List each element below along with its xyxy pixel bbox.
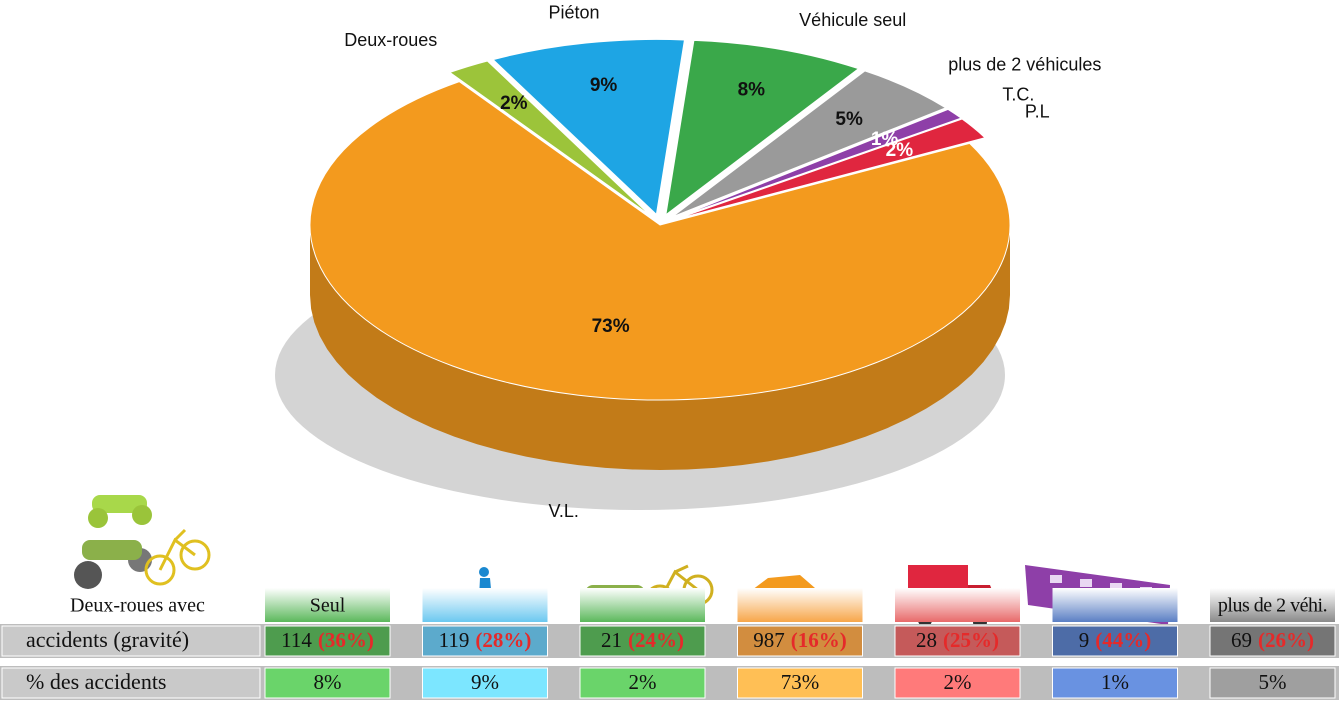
table-cell-text: 2%: [944, 670, 972, 694]
table-cell-text: 69(26%): [1231, 628, 1314, 652]
table: Deux-roues avec Seul plus de 2 véhi. accide…: [0, 588, 1339, 700]
chart: 2% Deux-roues 9% Piéton 8% Véhicule seul 5% plu…: [0, 0, 1339, 724]
header-cell: [1053, 588, 1178, 622]
table-cell-text: 119(28%): [439, 628, 532, 652]
row-label: accidents (gravité): [26, 627, 189, 652]
table-cell-text: 8%: [314, 670, 342, 694]
value-label: 2%: [886, 140, 914, 161]
accident-count: 987: [753, 628, 785, 652]
accident-count: 114: [281, 628, 312, 652]
row-label: % des accidents: [26, 669, 167, 694]
value-label: 9%: [590, 75, 618, 96]
severity-share: (24%): [628, 628, 684, 652]
value-label: 8%: [738, 80, 766, 101]
header-cell: [580, 588, 705, 622]
table-cell-text: 114(36%): [281, 628, 374, 652]
table-cell-text: 5%: [1259, 670, 1287, 694]
page: {"chart_data": {"type": "pie", "categori…: [0, 0, 1339, 724]
table-cell-text: 73%: [781, 670, 820, 694]
header-label: Deux-roues avec: [70, 595, 205, 617]
accident-count: 28: [916, 628, 937, 652]
accident-count: 9: [1079, 628, 1090, 652]
severity-share: (25%): [943, 628, 999, 652]
table-cell-text: 28(25%): [916, 628, 999, 652]
severity-share: (36%): [318, 628, 374, 652]
table-cell-text: 1%: [1101, 670, 1129, 694]
severity-share: (26%): [1258, 628, 1314, 652]
category-label: Deux-roues: [344, 30, 437, 50]
header-cell: [738, 588, 863, 622]
table-cell-text: 21(24%): [601, 628, 684, 652]
value-label: 73%: [592, 316, 630, 337]
accident-count: 119: [439, 628, 470, 652]
header-cell: [423, 588, 548, 622]
severity-share: (28%): [475, 628, 531, 652]
category-label: Piéton: [549, 3, 600, 23]
table-cell-text: 9%: [471, 670, 499, 694]
header-cell-text: Seul: [310, 595, 346, 617]
icon-two-wheelers: [74, 495, 209, 589]
table-cell-text: 987(16%): [753, 628, 847, 652]
category-label: V.L.: [549, 501, 579, 521]
severity-share: (44%): [1095, 628, 1151, 652]
category-label: plus de 2 véhicules: [948, 55, 1101, 75]
category-label: Véhicule seul: [799, 10, 906, 30]
value-label: 5%: [835, 109, 863, 130]
category-label: P.L: [1025, 101, 1050, 121]
header-cell-text: plus de 2 véhi.: [1218, 595, 1327, 617]
pie-chart: 2% Deux-roues 9% Piéton 8% Véhicule seul 5% plu…: [275, 3, 1101, 521]
accident-count: 69: [1231, 628, 1252, 652]
accident-count: 21: [601, 628, 622, 652]
header-cell: [895, 588, 1020, 622]
severity-share: (16%): [791, 628, 847, 652]
table-cell-text: 2%: [629, 670, 657, 694]
value-label: 2%: [500, 93, 528, 114]
